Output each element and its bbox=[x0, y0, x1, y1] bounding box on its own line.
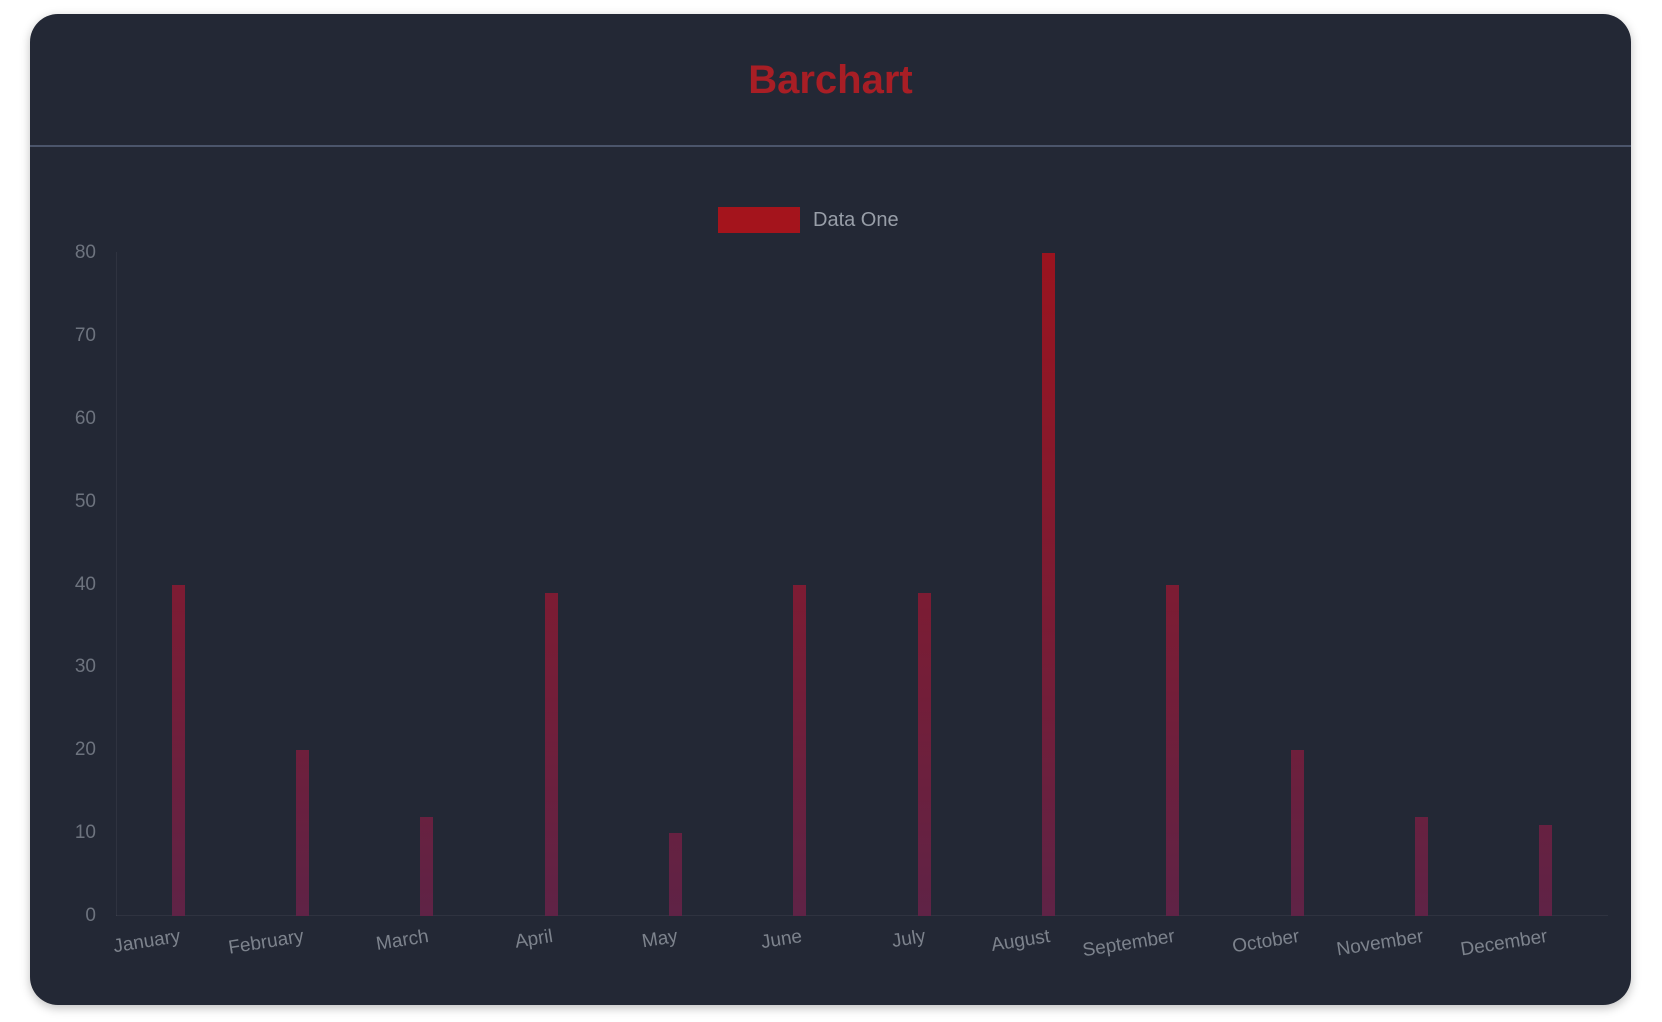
bar-december[interactable] bbox=[1539, 824, 1553, 916]
bar-september[interactable] bbox=[1166, 584, 1180, 916]
bar-june[interactable] bbox=[793, 584, 807, 916]
y-tick-label-30: 30 bbox=[74, 656, 96, 678]
bar-january[interactable] bbox=[171, 584, 185, 916]
legend-swatch bbox=[718, 207, 800, 233]
chart-title: Barchart bbox=[748, 58, 913, 102]
y-tick-label-0: 0 bbox=[85, 905, 96, 926]
bar-march[interactable] bbox=[420, 816, 434, 916]
bar-april[interactable] bbox=[544, 592, 558, 916]
legend-item-data-one[interactable]: Data One bbox=[718, 207, 899, 233]
bar-july[interactable] bbox=[917, 592, 931, 916]
chart-card bbox=[30, 14, 1631, 1005]
y-tick-label-20: 20 bbox=[74, 739, 96, 761]
y-tick-label-40: 40 bbox=[74, 573, 96, 595]
bar-november[interactable] bbox=[1415, 816, 1428, 916]
bar-february[interactable] bbox=[296, 750, 309, 916]
y-axis-line bbox=[116, 252, 117, 916]
legend-label: Data One bbox=[813, 209, 899, 231]
y-tick-label-80: 80 bbox=[74, 242, 96, 263]
legend: Data One bbox=[718, 207, 899, 234]
x-axis-line bbox=[116, 915, 1608, 916]
bar-august[interactable] bbox=[1042, 253, 1055, 916]
y-tick-label-10: 10 bbox=[74, 822, 96, 844]
bar-october[interactable] bbox=[1290, 750, 1304, 916]
y-tick-label-60: 60 bbox=[74, 407, 96, 429]
header-divider bbox=[30, 145, 1631, 147]
bar-may[interactable] bbox=[669, 833, 682, 916]
y-tick-label-50: 50 bbox=[74, 490, 96, 512]
y-tick-label-70: 70 bbox=[74, 324, 96, 346]
